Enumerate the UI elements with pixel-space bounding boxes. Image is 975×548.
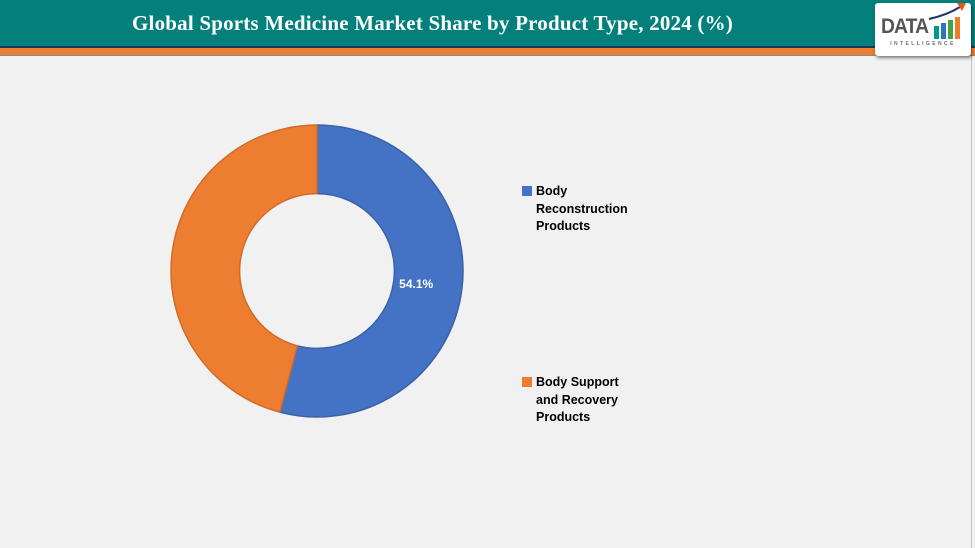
header-teal-band: Global Sports Medicine Market Share by P… (0, 0, 975, 46)
brand-logo: DATA INTELLIGENCE (875, 3, 971, 56)
header-divider-navy (0, 46, 975, 48)
logo-row: DATA (881, 3, 966, 39)
logo-brand-text: DATA (881, 15, 929, 38)
legend-item-body-support: Body Support and Recovery Products (522, 374, 622, 427)
donut-chart: 54.1% (170, 124, 464, 418)
right-edge-line (971, 56, 972, 548)
page-title: Global Sports Medicine Market Share by P… (132, 10, 733, 35)
slice-data-label: 54.1% (399, 277, 433, 291)
bar-chart-icon (934, 17, 962, 39)
growth-arrow-icon (928, 3, 966, 21)
legend-swatch-blue (522, 186, 532, 196)
logo-subtitle-text: INTELLIGENCE (890, 41, 956, 47)
legend-swatch-orange (522, 377, 532, 387)
pie-slice-1 (170, 124, 318, 413)
legend-label: Body Reconstruction Products (536, 184, 628, 233)
legend-item-body-reconstruction: Body Reconstruction Products (522, 183, 628, 236)
header-divider-orange (0, 48, 975, 55)
header-divider-gray (0, 55, 975, 56)
legend-label: Body Support and Recovery Products (536, 375, 619, 424)
header-bar: Global Sports Medicine Market Share by P… (0, 0, 975, 56)
pie-slice-0 (279, 124, 464, 418)
